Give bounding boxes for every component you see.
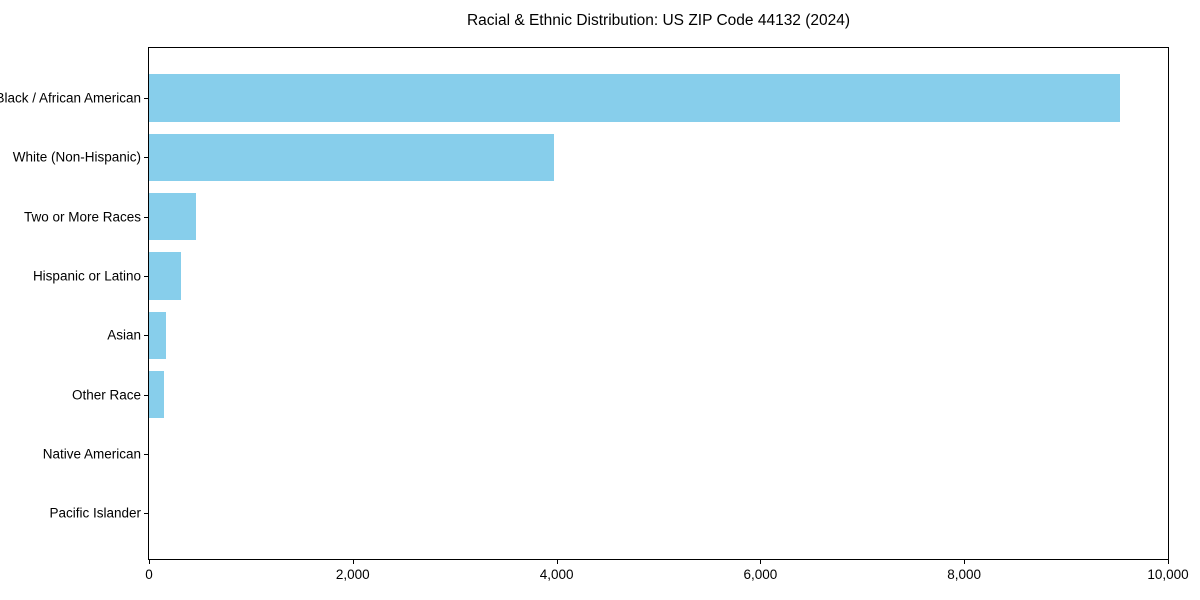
bar-other-race <box>149 371 165 419</box>
y-tick-mark <box>144 454 148 456</box>
x-tick-mark <box>760 560 762 564</box>
x-tick-mark <box>352 560 354 564</box>
x-tick-label-0: 0 <box>145 567 153 582</box>
y-tick-label-native-american: Native American <box>42 446 141 462</box>
x-tick-label-2000: 2,000 <box>335 567 370 582</box>
y-tick-mark <box>144 98 148 99</box>
y-tick-mark <box>144 157 148 159</box>
bar-asian <box>149 311 167 360</box>
bar-black-african-american <box>149 74 1121 122</box>
bar-hispanic-or-latino <box>149 252 182 300</box>
y-tick-mark <box>144 216 148 218</box>
y-tick-mark <box>144 335 148 337</box>
x-tick-mark <box>556 560 558 564</box>
y-tick-label-other-race: Other Race <box>71 387 141 402</box>
y-tick-label-hispanic-or-latino: Hispanic or Latino <box>32 268 141 284</box>
x-tick-label-6000: 6,000 <box>743 567 778 582</box>
y-tick-label-asian: Asian <box>107 327 141 343</box>
y-tick-mark <box>144 513 148 515</box>
y-tick-mark <box>144 276 148 278</box>
x-tick-label-8000: 8,000 <box>947 567 982 582</box>
chart-title: Racial & Ethnic Distribution: US ZIP Cod… <box>466 12 851 29</box>
y-tick-label-two-or-more-races: Two or More Races <box>23 208 141 224</box>
bar-white-non-hispanic <box>149 133 554 182</box>
y-tick-label-white-non-hispanic: White (Non-Hispanic) <box>12 149 141 165</box>
x-tick-label-4000: 4,000 <box>539 567 574 582</box>
y-tick-label-black-african-american: Black / African American <box>0 90 141 106</box>
x-tick-mark <box>1168 560 1169 564</box>
y-axis-labels: Black / African American White (Non-Hispa… <box>0 48 141 559</box>
plot-area <box>148 47 1169 560</box>
x-tick-label-10000: 10,000 <box>1147 567 1189 582</box>
y-tick-label-pacific-islander: Pacific Islander <box>49 505 141 521</box>
bar-two-or-more-races <box>149 193 196 241</box>
y-tick-mark <box>144 394 148 396</box>
x-tick-mark <box>964 560 966 564</box>
x-tick-mark <box>149 560 150 564</box>
